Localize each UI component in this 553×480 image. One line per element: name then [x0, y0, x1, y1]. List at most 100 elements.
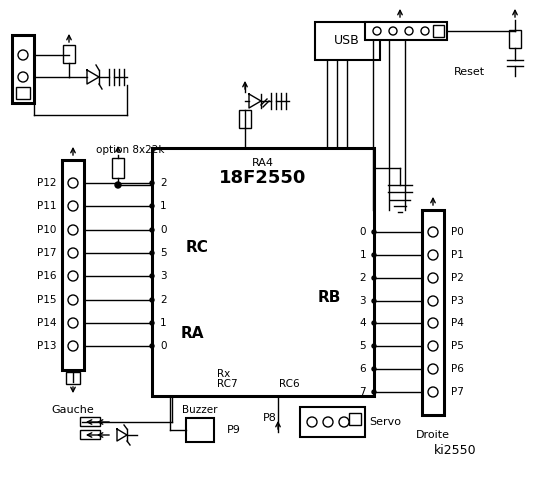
Text: RC6: RC6 [279, 379, 300, 389]
Circle shape [150, 344, 154, 348]
Text: 5: 5 [160, 248, 166, 258]
Text: P3: P3 [451, 296, 464, 306]
Circle shape [18, 50, 28, 60]
Circle shape [150, 181, 154, 185]
Bar [63, 45, 75, 63]
Circle shape [373, 27, 381, 35]
Bar [80, 417, 100, 426]
Text: 1: 1 [359, 250, 366, 260]
Circle shape [150, 274, 154, 278]
Circle shape [68, 225, 78, 235]
Text: USB: USB [334, 35, 360, 48]
Circle shape [150, 321, 154, 325]
Text: Buzzer: Buzzer [182, 405, 218, 415]
Bar [186, 418, 214, 442]
Bar [300, 407, 365, 437]
Text: 2: 2 [359, 273, 366, 283]
Circle shape [68, 341, 78, 351]
Text: 1: 1 [160, 201, 166, 211]
Bar [433, 25, 444, 37]
Text: ki2550: ki2550 [434, 444, 476, 456]
Text: P13: P13 [36, 341, 56, 351]
Text: 1: 1 [160, 318, 166, 328]
Text: P6: P6 [451, 364, 464, 374]
Text: 18F2550: 18F2550 [220, 169, 307, 187]
Circle shape [421, 27, 429, 35]
Text: 0: 0 [160, 225, 166, 235]
Bar [62, 160, 84, 370]
Circle shape [372, 230, 376, 234]
Circle shape [372, 299, 376, 303]
Text: Gauche: Gauche [51, 405, 95, 415]
Text: P10: P10 [36, 225, 56, 235]
Text: P5: P5 [451, 341, 464, 351]
Text: 0: 0 [160, 341, 166, 351]
Text: Droite: Droite [416, 430, 450, 440]
Text: P8: P8 [263, 413, 277, 423]
Circle shape [428, 387, 438, 397]
Circle shape [428, 318, 438, 328]
Circle shape [428, 250, 438, 260]
Circle shape [405, 27, 413, 35]
Circle shape [428, 273, 438, 283]
Circle shape [372, 321, 376, 325]
Circle shape [428, 227, 438, 237]
Text: Servo: Servo [369, 417, 401, 427]
Text: RC7: RC7 [217, 379, 238, 389]
Text: 7: 7 [359, 387, 366, 397]
Circle shape [307, 417, 317, 427]
Circle shape [372, 390, 376, 394]
Text: P4: P4 [451, 318, 464, 328]
Text: 6: 6 [359, 364, 366, 374]
Circle shape [115, 182, 121, 188]
Text: P9: P9 [227, 425, 241, 435]
Circle shape [372, 276, 376, 280]
Circle shape [150, 298, 154, 302]
Circle shape [150, 228, 154, 232]
Bar [365, 22, 447, 40]
Text: P1: P1 [451, 250, 464, 260]
Text: RA: RA [180, 325, 204, 340]
Text: P11: P11 [36, 201, 56, 211]
Bar [509, 30, 521, 48]
Circle shape [68, 295, 78, 305]
Circle shape [150, 204, 154, 208]
Circle shape [428, 364, 438, 374]
Text: P12: P12 [36, 178, 56, 188]
Text: P0: P0 [451, 227, 464, 237]
Text: RA4: RA4 [252, 158, 274, 168]
Text: P2: P2 [451, 273, 464, 283]
Circle shape [428, 341, 438, 351]
Circle shape [372, 344, 376, 348]
Bar [12, 35, 34, 103]
Text: 5: 5 [359, 341, 366, 351]
Circle shape [372, 367, 376, 371]
Bar [16, 87, 30, 99]
Text: 2: 2 [160, 295, 166, 305]
Circle shape [18, 72, 28, 82]
Circle shape [323, 417, 333, 427]
Text: P7: P7 [451, 387, 464, 397]
Text: 4: 4 [359, 318, 366, 328]
Text: 3: 3 [160, 271, 166, 281]
Circle shape [339, 417, 349, 427]
Circle shape [68, 318, 78, 328]
Text: P14: P14 [36, 318, 56, 328]
Text: 0: 0 [359, 227, 366, 237]
Text: 3: 3 [359, 296, 366, 306]
Text: Rx: Rx [217, 369, 230, 379]
Bar [66, 372, 80, 384]
Circle shape [428, 296, 438, 306]
Text: RC: RC [186, 240, 208, 255]
Bar [152, 148, 374, 396]
Bar [239, 110, 251, 128]
Text: P17: P17 [36, 248, 56, 258]
Circle shape [389, 27, 397, 35]
Bar [112, 158, 124, 178]
Circle shape [372, 253, 376, 257]
Circle shape [68, 201, 78, 211]
Text: Reset: Reset [454, 67, 485, 77]
Bar [349, 413, 361, 425]
Text: option 8x22k: option 8x22k [96, 145, 164, 155]
Text: RB: RB [317, 290, 341, 305]
